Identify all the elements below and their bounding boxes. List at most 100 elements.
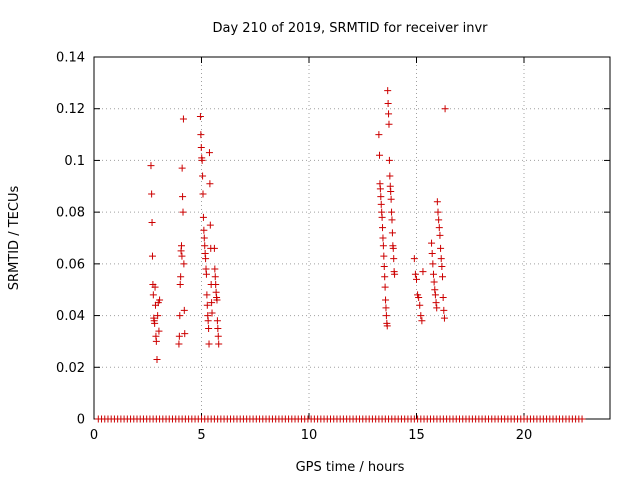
data-point bbox=[211, 265, 219, 273]
data-point bbox=[387, 187, 395, 195]
data-point bbox=[212, 281, 220, 289]
data-point bbox=[175, 332, 183, 340]
y-tick-label: 0.02 bbox=[56, 361, 85, 376]
data-point bbox=[434, 208, 442, 216]
data-point bbox=[199, 172, 207, 180]
data-point bbox=[203, 291, 211, 299]
y-tick-label: 0.14 bbox=[56, 51, 85, 66]
data-point bbox=[202, 255, 210, 263]
y-axis-ticks: 0 0.02 0.04 0.06 0.08 0.1 0.12 0.14 bbox=[56, 51, 610, 428]
data-point bbox=[376, 151, 384, 159]
data-point bbox=[428, 239, 436, 247]
data-point bbox=[148, 190, 156, 198]
data-point bbox=[214, 332, 222, 340]
data-point bbox=[201, 242, 209, 250]
y-tick-label: 0.12 bbox=[56, 102, 85, 117]
data-point bbox=[149, 291, 157, 299]
data-point bbox=[205, 325, 213, 332]
data-point bbox=[179, 193, 187, 201]
data-point bbox=[415, 293, 423, 301]
data-point bbox=[433, 304, 441, 312]
data-point bbox=[154, 312, 162, 320]
data-point bbox=[384, 100, 392, 108]
data-point bbox=[413, 275, 420, 283]
data-point bbox=[433, 198, 441, 206]
data-point bbox=[179, 208, 187, 216]
data-point bbox=[376, 185, 384, 193]
data-point bbox=[178, 242, 186, 250]
data-point bbox=[198, 156, 206, 164]
data-point bbox=[202, 270, 210, 278]
data-point bbox=[148, 218, 156, 226]
data-point bbox=[439, 273, 447, 281]
data-point bbox=[385, 110, 393, 118]
data-point bbox=[156, 296, 164, 304]
y-axis-label: SRMTID / TECUs bbox=[7, 186, 22, 291]
data-point bbox=[385, 120, 393, 128]
data-point bbox=[440, 314, 448, 322]
data-point bbox=[200, 226, 208, 234]
data-point bbox=[386, 172, 394, 180]
data-point bbox=[378, 213, 386, 221]
data-point bbox=[206, 180, 214, 188]
data-point bbox=[382, 304, 390, 312]
data-point bbox=[432, 299, 440, 307]
y-tick-label: 0.04 bbox=[56, 309, 85, 324]
data-point bbox=[385, 156, 393, 164]
data-point bbox=[389, 244, 397, 252]
data-point bbox=[215, 340, 223, 348]
data-point bbox=[410, 255, 418, 263]
data-point bbox=[152, 337, 160, 345]
data-point bbox=[151, 283, 159, 291]
y-tick-label: 0 bbox=[77, 413, 85, 428]
data-point bbox=[381, 283, 389, 291]
x-tick-label: 5 bbox=[197, 428, 205, 443]
data-point bbox=[419, 268, 427, 276]
data-point bbox=[379, 224, 387, 232]
data-point bbox=[429, 270, 437, 278]
data-point bbox=[214, 325, 222, 332]
data-point bbox=[382, 312, 390, 320]
data-point bbox=[155, 327, 163, 335]
data-point bbox=[179, 115, 187, 123]
data-point bbox=[411, 270, 419, 278]
data-point bbox=[208, 309, 216, 317]
data-point bbox=[206, 221, 214, 229]
data-point bbox=[177, 273, 185, 281]
x-axis-ticks: 0 5 10 15 20 bbox=[90, 57, 532, 443]
data-point bbox=[176, 312, 184, 320]
data-point bbox=[435, 224, 443, 232]
data-points bbox=[94, 87, 586, 423]
data-point bbox=[204, 317, 212, 325]
data-point bbox=[439, 293, 447, 301]
data-point bbox=[437, 244, 445, 252]
data-point bbox=[379, 242, 387, 250]
data-point bbox=[388, 216, 396, 224]
data-point bbox=[205, 149, 213, 157]
data-point bbox=[391, 270, 399, 278]
data-point bbox=[147, 162, 155, 170]
data-point bbox=[390, 255, 398, 263]
data-point bbox=[380, 262, 388, 270]
data-point bbox=[388, 208, 396, 216]
data-point bbox=[377, 200, 385, 208]
data-point bbox=[435, 216, 443, 224]
data-point bbox=[377, 193, 385, 201]
data-point bbox=[380, 252, 388, 260]
data-point bbox=[417, 312, 425, 320]
data-point bbox=[203, 301, 211, 309]
data-point bbox=[388, 229, 396, 237]
data-point bbox=[200, 234, 208, 242]
data-point bbox=[437, 255, 445, 263]
data-point bbox=[375, 131, 383, 139]
data-point bbox=[213, 296, 221, 304]
data-point bbox=[383, 322, 391, 330]
data-point bbox=[208, 299, 216, 307]
data-point bbox=[151, 319, 159, 327]
data-point bbox=[382, 296, 390, 304]
data-point bbox=[416, 301, 424, 309]
data-point bbox=[431, 291, 439, 299]
grid-lines bbox=[94, 57, 610, 419]
data-point bbox=[431, 286, 439, 294]
